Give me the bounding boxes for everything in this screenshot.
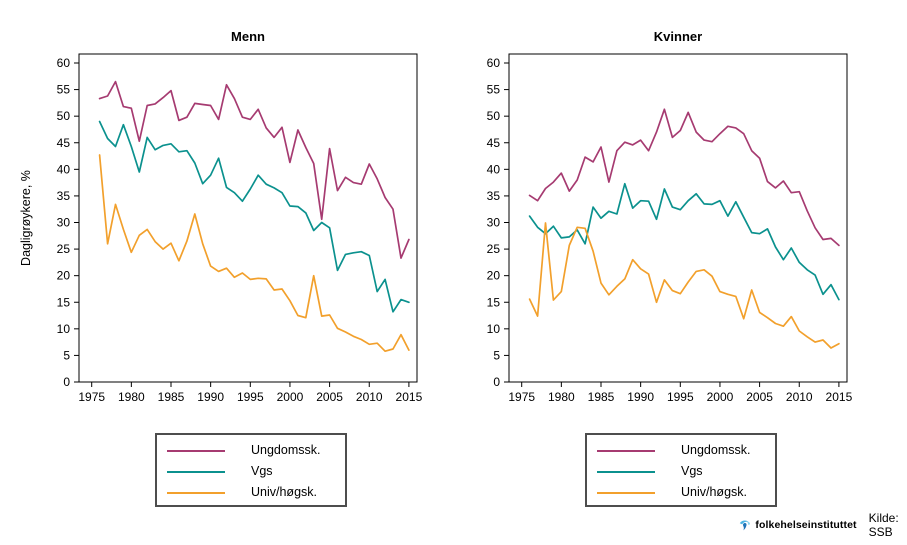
x-tick-label: 2005 (316, 390, 343, 404)
legend-label: Univ/høgsk. (251, 485, 317, 499)
legend-label: Ungdomssk. (681, 443, 751, 457)
y-tick-label: 20 (487, 269, 501, 283)
y-tick-label: 5 (63, 348, 70, 362)
x-tick-label: 2010 (786, 390, 813, 404)
x-tick-label: 1990 (197, 390, 224, 404)
legend-line-swatch (167, 470, 225, 473)
y-tick-label: 50 (57, 109, 71, 123)
legend-row: Univ/høgsk. (167, 482, 345, 503)
y-tick-label: 30 (487, 216, 501, 230)
y-tick-label: 35 (487, 189, 501, 203)
menn-chart: Menn 0 5 10 15 20 25 30 35 40 45 50 55 60 1975 1980 1985… (19, 29, 423, 404)
chart-title: Menn (231, 29, 265, 44)
y-tick-label: 10 (57, 322, 71, 336)
series-line-univ-h-gsk- (98, 154, 410, 353)
x-tick-label: 1980 (548, 390, 575, 404)
legend-row: Ungdomssk. (167, 440, 345, 461)
x-tick-label: 1985 (588, 390, 615, 404)
legend-row: Ungdomssk. (597, 440, 775, 461)
y-tick-label: 55 (487, 83, 501, 97)
kvinner-legend: Ungdomssk. Vgs Univ/høgsk. (585, 433, 777, 507)
y-tick-label: 0 (493, 375, 500, 389)
y-tick-label: 5 (493, 348, 500, 362)
footer: folkehelseinstituttet Kilde: SSB (738, 511, 903, 539)
legend-label: Vgs (681, 464, 703, 478)
y-tick-label: 60 (57, 56, 71, 70)
x-tick-label: 2015 (396, 390, 423, 404)
y-tick-label: 0 (63, 375, 70, 389)
x-tick-label: 1980 (118, 390, 145, 404)
menn-legend: Ungdomssk. Vgs Univ/høgsk. (155, 433, 347, 507)
y-axis-title: Dagligrøykere, % (19, 170, 33, 266)
legend-label: Univ/høgsk. (681, 485, 747, 499)
y-tick-label: 60 (487, 56, 501, 70)
plot-frame (508, 53, 848, 383)
y-tick-label: 50 (487, 109, 501, 123)
legend-label: Vgs (251, 464, 273, 478)
x-tick-label: 2000 (707, 390, 734, 404)
x-tick-label: 1975 (78, 390, 105, 404)
legend-label: Ungdomssk. (251, 443, 321, 457)
series-line-ungdomssk- (528, 108, 840, 247)
y-tick-label: 40 (57, 162, 71, 176)
x-tick-label: 2010 (356, 390, 383, 404)
x-tick-label: 2015 (826, 390, 853, 404)
x-tick-label: 1995 (667, 390, 694, 404)
x-tick-label: 2000 (277, 390, 304, 404)
series-line-ungdomssk- (98, 80, 410, 259)
y-tick-label: 40 (487, 162, 501, 176)
series-line-vgs (98, 120, 410, 313)
y-tick-label: 15 (57, 295, 71, 309)
y-tick-label: 55 (57, 83, 71, 97)
y-tick-label: 15 (487, 295, 501, 309)
y-tick-label: 45 (487, 136, 501, 150)
plot-frame (78, 53, 418, 383)
legend-line-swatch (597, 470, 655, 473)
folkehelseinstituttet-logo-icon (739, 520, 750, 531)
logo-text: folkehelseinstituttet (755, 519, 857, 531)
y-tick-label: 20 (57, 269, 71, 283)
source-label: Kilde: SSB (868, 511, 899, 539)
legend-line-swatch (597, 491, 655, 494)
x-tick-label: 1985 (158, 390, 185, 404)
x-tick-label: 2005 (746, 390, 773, 404)
x-tick-label: 1990 (627, 390, 654, 404)
y-tick-label: 25 (57, 242, 71, 256)
legend-row: Vgs (167, 461, 345, 482)
y-tick-label: 35 (57, 189, 71, 203)
y-tick-label: 30 (57, 216, 71, 230)
y-tick-label: 10 (487, 322, 501, 336)
y-tick-label: 25 (487, 242, 501, 256)
series-line-vgs (528, 182, 840, 301)
legend-row: Univ/høgsk. (597, 482, 775, 503)
legend-row: Vgs (597, 461, 775, 482)
x-tick-label: 1975 (508, 390, 535, 404)
kvinner-chart: Kvinner 0 5 10 15 20 25 30 35 40 45 50 55 60 1975 1980 1… (487, 29, 853, 404)
legend-line-swatch (167, 491, 225, 494)
chart-title: Kvinner (654, 29, 702, 44)
x-tick-label: 1995 (237, 390, 264, 404)
y-tick-label: 45 (57, 136, 71, 150)
legend-line-swatch (167, 449, 225, 452)
legend-line-swatch (597, 449, 655, 452)
series-line-univ-h-gsk- (528, 222, 840, 349)
